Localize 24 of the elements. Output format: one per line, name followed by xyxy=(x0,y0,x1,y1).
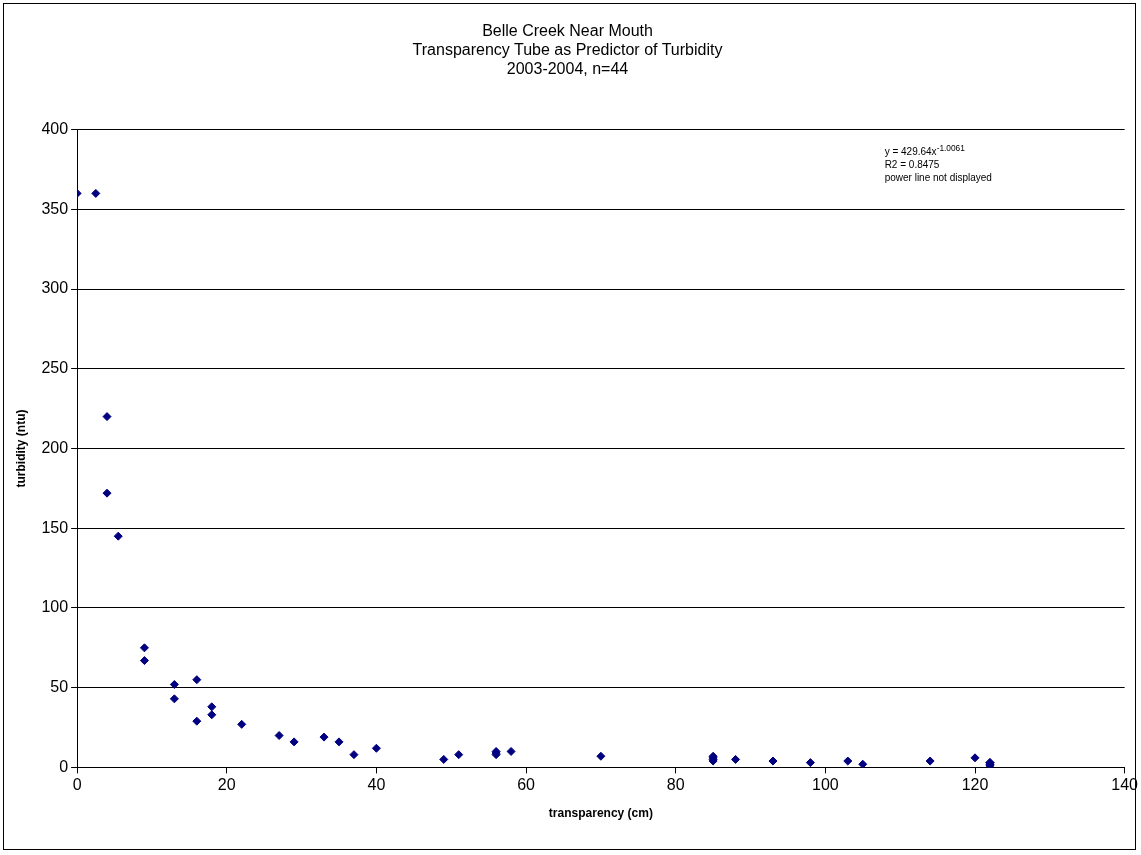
y-tick-label: 300 xyxy=(41,279,69,297)
x-tick-label: 20 xyxy=(217,776,236,794)
x-tick-label: 60 xyxy=(517,776,536,794)
y-tick-label: 200 xyxy=(41,438,69,456)
annotation: power line not displayed xyxy=(884,170,992,184)
y-tick-label: 100 xyxy=(41,598,69,616)
x-tick-label: 120 xyxy=(961,776,989,794)
x-tick-label: 0 xyxy=(72,776,82,794)
y-tick-label: 50 xyxy=(50,678,69,696)
x-tick-label: 40 xyxy=(367,776,386,794)
y-tick-label: 250 xyxy=(41,359,69,377)
annotation: R2 = 0.8475 xyxy=(884,157,941,171)
text: 2003-2004, n=44 xyxy=(506,60,629,78)
text: Belle Creek Near Mouth xyxy=(482,22,653,40)
y-tick-label: 350 xyxy=(41,199,69,217)
x-axis-title: transparency (cm) xyxy=(548,806,653,821)
text: Transparency Tube as Predictor of Turbidity xyxy=(412,41,723,59)
y-tick-label: 0 xyxy=(59,757,69,775)
y-tick-label: 150 xyxy=(41,518,69,536)
y-tick-label: 400 xyxy=(41,120,69,138)
x-tick-label: 100 xyxy=(812,776,839,794)
annotation: y = 429.64x$^{-1.0061}$ xyxy=(884,141,966,158)
y-axis-title: turbidity (ntu) xyxy=(13,409,28,488)
x-tick-label: 80 xyxy=(666,776,685,794)
